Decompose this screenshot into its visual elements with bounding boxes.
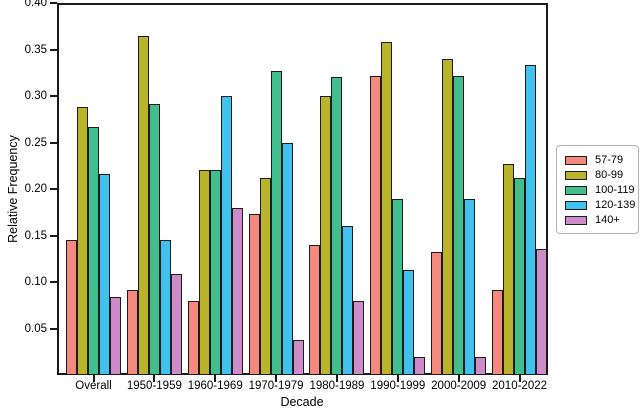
- bar-57-79-1950-1959: [126, 290, 138, 375]
- bar-80-99-Overall: [77, 107, 88, 375]
- y-tick-label: 0.20: [24, 183, 47, 195]
- legend-swatch-icon: [565, 185, 587, 195]
- x-tick-mark: [92, 375, 95, 382]
- x-tick-mark: [335, 375, 338, 382]
- x-tick-label: 1980-1989: [309, 380, 365, 392]
- legend-swatch-icon: [565, 200, 587, 210]
- bar-100-119-2000-2009: [453, 76, 465, 375]
- bar-57-79-1990-1999: [370, 76, 382, 375]
- y-tick-mark: [50, 48, 57, 51]
- bar-57-79-1980-1989: [309, 244, 321, 375]
- y-tick-label: 0.05: [24, 322, 47, 335]
- bar-80-99-1960-1969: [198, 170, 210, 375]
- x-tick-mark: [153, 375, 156, 382]
- bar-120-139-2010-2022: [525, 65, 537, 375]
- x-axis-label: Decade: [280, 395, 324, 409]
- y-tick-mark: [50, 234, 57, 237]
- bar-120-139-1990-1999: [403, 269, 415, 375]
- legend-swatch-icon: [565, 155, 587, 165]
- x-tick-label: 1960-1969: [187, 380, 243, 392]
- bar-100-119-1970-1979: [270, 70, 282, 375]
- bar-140+-1950-1959: [170, 273, 182, 375]
- legend-swatch-icon: [565, 170, 587, 180]
- y-tick-label: 0.15: [24, 229, 47, 242]
- x-tick-label: 1990-1999: [370, 380, 426, 392]
- x-tick-mark: [396, 375, 399, 382]
- bar-140+-1990-1999: [414, 357, 426, 375]
- bar-57-79-2010-2022: [492, 290, 504, 375]
- legend-label: 140+: [595, 214, 620, 226]
- bar-120-139-Overall: [99, 174, 110, 375]
- bar-100-119-1990-1999: [392, 199, 404, 375]
- bar-80-99-1950-1959: [137, 36, 149, 375]
- bar-57-79-Overall: [66, 240, 77, 375]
- bar-140+-Overall: [110, 296, 121, 375]
- legend-item-57-79: 57-79: [565, 153, 630, 167]
- y-tick-label: 0.10: [24, 276, 47, 288]
- bar-120-139-1970-1979: [281, 142, 293, 375]
- y-tick-mark: [50, 2, 57, 4]
- bar-140+-2000-2009: [475, 357, 487, 375]
- x-tick-label: 1970-1979: [248, 380, 304, 392]
- legend-label: 100-119: [595, 184, 635, 196]
- bar-100-119-1960-1969: [209, 170, 221, 375]
- bar-80-99-1970-1979: [259, 177, 271, 375]
- bar-120-139-1980-1989: [342, 226, 354, 375]
- legend-item-140+: 140+: [565, 213, 630, 227]
- bar-140+-2010-2022: [536, 248, 548, 375]
- legend: 57-79 80-99 100-119 120-139 140+: [556, 145, 639, 234]
- y-tick-mark: [50, 188, 57, 190]
- y-tick-label: 0.40: [24, 0, 47, 9]
- y-tick-mark: [50, 95, 57, 97]
- x-tick-label: 2010-2022: [492, 380, 548, 392]
- bar-120-139-1960-1969: [220, 96, 232, 375]
- bar-80-99-1990-1999: [381, 42, 393, 375]
- legend-swatch-icon: [565, 215, 587, 225]
- bar-57-79-2000-2009: [431, 252, 443, 375]
- bar-100-119-2010-2022: [514, 177, 526, 375]
- bar-100-119-Overall: [88, 126, 99, 375]
- x-tick-mark: [457, 375, 460, 382]
- bar-100-119-1980-1989: [331, 77, 343, 375]
- x-tick-label: Overall: [75, 380, 112, 392]
- bar-140+-1980-1989: [353, 300, 365, 375]
- x-tick-mark: [518, 375, 521, 382]
- bar-120-139-2000-2009: [464, 199, 476, 375]
- bar-140+-1960-1969: [231, 207, 243, 375]
- legend-label: 57-79: [595, 154, 624, 166]
- legend-item-120-139: 120-139: [565, 198, 635, 212]
- y-tick-label: 0.25: [24, 136, 47, 149]
- bar-140+-1970-1979: [292, 339, 304, 375]
- legend-label: 120-139: [595, 199, 636, 211]
- x-tick-label: 1950-1959: [126, 380, 182, 392]
- bar-57-79-1970-1979: [248, 214, 260, 375]
- y-tick-label: 0.30: [24, 90, 47, 102]
- x-tick-mark: [275, 375, 278, 382]
- bar-120-139-1950-1959: [159, 240, 171, 375]
- x-tick-mark: [214, 375, 217, 382]
- bar-57-79-1960-1969: [187, 300, 199, 375]
- y-tick-mark: [50, 327, 57, 330]
- bar-100-119-1950-1959: [148, 104, 160, 375]
- y-tick-mark: [50, 281, 57, 283]
- x-tick-label: 2000-2009: [431, 380, 487, 392]
- y-tick-mark: [50, 141, 57, 144]
- y-tick-label: 0.35: [24, 43, 47, 56]
- bar-80-99-2010-2022: [503, 163, 515, 375]
- legend-item-100-119: 100-119: [565, 183, 635, 197]
- legend-label: 80-99: [595, 169, 624, 181]
- bar-80-99-1980-1989: [320, 96, 332, 375]
- bar-80-99-2000-2009: [442, 58, 454, 375]
- legend-item-80-99: 80-99: [565, 168, 630, 182]
